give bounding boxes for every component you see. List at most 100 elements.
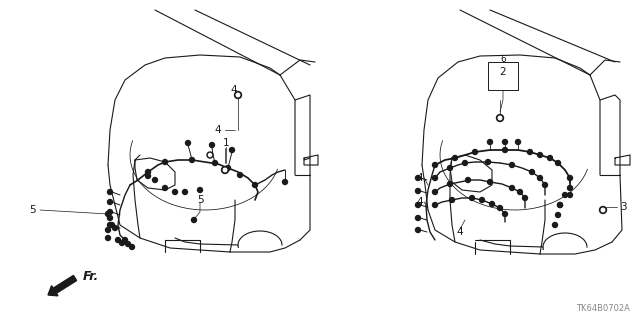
Circle shape — [463, 160, 467, 166]
Circle shape — [522, 196, 527, 201]
Circle shape — [106, 211, 111, 217]
Circle shape — [115, 238, 120, 242]
Circle shape — [556, 212, 561, 218]
Circle shape — [433, 189, 438, 195]
Text: TK64B0702A: TK64B0702A — [576, 304, 630, 313]
Circle shape — [557, 203, 563, 207]
Circle shape — [186, 140, 191, 145]
Circle shape — [600, 206, 607, 213]
Text: 4: 4 — [417, 173, 423, 183]
Circle shape — [145, 169, 150, 174]
Circle shape — [568, 192, 573, 197]
Circle shape — [556, 160, 561, 166]
Circle shape — [447, 182, 452, 187]
Circle shape — [527, 150, 532, 154]
Circle shape — [223, 168, 227, 172]
Text: 1: 1 — [223, 138, 229, 148]
FancyArrow shape — [48, 276, 77, 296]
Circle shape — [557, 203, 563, 207]
Circle shape — [108, 199, 113, 204]
Circle shape — [509, 186, 515, 190]
Circle shape — [163, 186, 168, 190]
Circle shape — [108, 216, 113, 220]
Text: 4: 4 — [214, 125, 221, 135]
Circle shape — [198, 188, 202, 192]
Circle shape — [433, 162, 438, 167]
Text: 3: 3 — [620, 202, 627, 212]
Circle shape — [502, 211, 508, 217]
Text: 4: 4 — [417, 197, 423, 207]
Circle shape — [563, 192, 568, 197]
Circle shape — [447, 166, 452, 170]
Circle shape — [189, 158, 195, 162]
Circle shape — [547, 155, 552, 160]
Circle shape — [497, 205, 502, 211]
Circle shape — [236, 93, 240, 97]
Circle shape — [163, 160, 168, 165]
Circle shape — [106, 227, 111, 233]
Circle shape — [253, 182, 257, 188]
Circle shape — [415, 175, 420, 181]
Circle shape — [486, 160, 490, 165]
Circle shape — [113, 226, 118, 231]
Circle shape — [129, 244, 134, 249]
Circle shape — [106, 235, 111, 241]
Circle shape — [108, 222, 113, 227]
Text: Fr.: Fr. — [83, 271, 99, 284]
Circle shape — [543, 182, 547, 188]
Circle shape — [209, 143, 214, 147]
Circle shape — [108, 210, 113, 214]
Circle shape — [490, 202, 495, 206]
Circle shape — [433, 175, 438, 181]
Circle shape — [145, 174, 150, 179]
Circle shape — [212, 160, 218, 166]
Circle shape — [488, 180, 493, 184]
Circle shape — [568, 186, 573, 190]
Circle shape — [173, 189, 177, 195]
Circle shape — [538, 152, 543, 158]
Circle shape — [191, 218, 196, 222]
Text: 6: 6 — [500, 56, 506, 64]
Circle shape — [472, 150, 477, 154]
Circle shape — [509, 162, 515, 167]
Circle shape — [230, 147, 234, 152]
Circle shape — [282, 180, 287, 184]
Circle shape — [529, 169, 534, 174]
Circle shape — [221, 167, 228, 174]
Circle shape — [552, 222, 557, 227]
Text: 5: 5 — [196, 195, 204, 205]
Circle shape — [415, 203, 420, 207]
Circle shape — [415, 227, 420, 233]
Circle shape — [237, 173, 243, 177]
Circle shape — [515, 139, 520, 145]
Circle shape — [152, 177, 157, 182]
Circle shape — [225, 166, 230, 170]
Circle shape — [433, 203, 438, 207]
Circle shape — [502, 147, 508, 152]
Circle shape — [502, 139, 508, 145]
Circle shape — [488, 139, 493, 145]
Bar — [488, 62, 518, 90]
Circle shape — [120, 241, 125, 246]
Circle shape — [499, 116, 502, 120]
Text: 5: 5 — [29, 205, 35, 215]
Circle shape — [538, 175, 543, 181]
Circle shape — [452, 155, 458, 160]
Circle shape — [465, 177, 470, 182]
Circle shape — [449, 197, 454, 203]
Circle shape — [497, 115, 504, 122]
Circle shape — [415, 216, 420, 220]
Text: 4: 4 — [457, 227, 463, 237]
Circle shape — [182, 189, 188, 195]
Circle shape — [470, 196, 474, 201]
Circle shape — [122, 238, 127, 242]
Circle shape — [109, 222, 115, 227]
Circle shape — [601, 208, 605, 212]
Circle shape — [125, 241, 131, 247]
Circle shape — [234, 92, 241, 99]
Text: 2: 2 — [500, 67, 506, 77]
Circle shape — [207, 152, 213, 158]
Circle shape — [568, 175, 573, 181]
Circle shape — [479, 197, 484, 203]
Text: 4: 4 — [230, 85, 237, 95]
